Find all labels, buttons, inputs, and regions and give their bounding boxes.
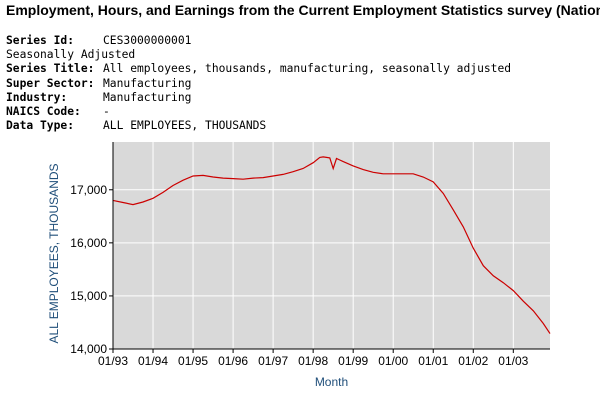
y-axis-ticks: 14,000 15,000 16,000 17,000 — [70, 183, 113, 356]
x-tick-label: 01/03 — [498, 354, 528, 368]
x-tick-label: 01/95 — [178, 354, 208, 368]
naics-label: NAICS Code: — [6, 104, 81, 118]
gridlines — [113, 142, 550, 349]
x-tick-label: 01/01 — [418, 354, 448, 368]
industry-value: Manufacturing — [103, 90, 192, 104]
series-title-value: All employees, thousands, manufacturing,… — [103, 62, 512, 76]
x-tick-label: 01/94 — [138, 354, 168, 368]
plot-area — [113, 142, 550, 349]
super-sector-row: Super Sector: Manufacturing — [6, 77, 511, 91]
adjustment-value: Seasonally Adjusted — [6, 48, 136, 62]
naics-value: - — [103, 104, 110, 118]
data-type-row: Data Type: ALL EMPLOYEES, THOUSANDS — [6, 119, 511, 133]
data-type-label: Data Type: — [6, 119, 75, 133]
y-tick-label: 14,000 — [70, 342, 107, 356]
industry-row: Industry: Manufacturing — [6, 91, 511, 105]
super-sector-value: Manufacturing — [103, 76, 192, 90]
y-tick-label: 15,000 — [70, 289, 107, 303]
x-axis-ticks: 01/93 01/94 01/95 01/96 01/97 01/98 01/99 01/00… — [98, 349, 529, 368]
series-id-label: Series Id: — [6, 34, 75, 47]
industry-label: Industry: — [6, 90, 68, 104]
series-id-row: Series Id: CES3000000001 — [6, 34, 511, 48]
super-sector-label: Super Sector: — [6, 76, 95, 90]
y-tick-label: 17,000 — [70, 183, 107, 197]
x-tick-label: 01/99 — [338, 354, 368, 368]
x-tick-label: 01/96 — [218, 354, 248, 368]
x-tick-label: 01/02 — [458, 354, 488, 368]
series-title-label: Series Title: — [6, 62, 95, 76]
y-axis-title: ALL EMPLOYEES, THOUSANDS — [47, 163, 61, 343]
x-axis-title: Month — [315, 375, 348, 389]
x-tick-label: 01/97 — [258, 354, 288, 368]
series-line — [112, 156, 551, 334]
data-type-value: ALL EMPLOYEES, THOUSANDS — [103, 119, 267, 133]
series-id-value: CES3000000001 — [103, 34, 192, 47]
adjustment-row: Seasonally Adjusted — [6, 48, 511, 62]
series-metadata: Series Id: CES3000000001 Seasonally Adjus… — [6, 34, 511, 133]
naics-row: NAICS Code: - — [6, 105, 511, 119]
x-tick-label: 01/98 — [298, 354, 328, 368]
page-title: Employment, Hours, and Earnings from the… — [6, 2, 600, 18]
y-tick-label: 16,000 — [70, 236, 107, 250]
x-tick-label: 01/93 — [98, 354, 128, 368]
x-tick-label: 01/00 — [378, 354, 408, 368]
series-title-row: Series Title: All employees, thousands, m… — [6, 62, 511, 76]
